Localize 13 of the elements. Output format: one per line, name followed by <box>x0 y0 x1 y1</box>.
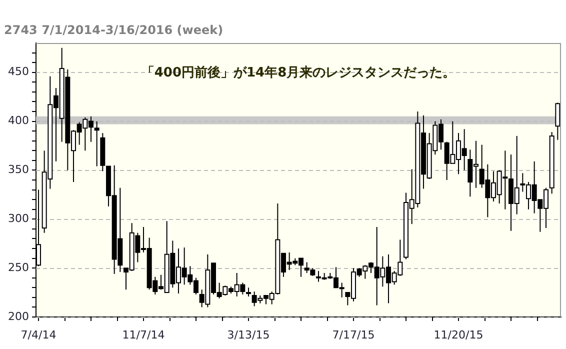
chart-title: 2743 7/1/2014-3/16/2016 (week) <box>4 23 224 38</box>
annotation: 「400円前後」が14年8月来のレジスタンスだった。 <box>141 64 456 80</box>
y-tick-label: 450 <box>8 65 29 78</box>
x-tick-label: 7/4/14 <box>20 328 56 342</box>
y-tick-label: 350 <box>8 163 29 176</box>
y-tick-label: 400 <box>8 114 29 128</box>
x-tick-label: 11/20/15 <box>434 328 484 342</box>
x-tick-label: 3/13/15 <box>227 328 270 342</box>
y-tick-label: 300 <box>8 212 29 225</box>
x-tick-label: 7/17/15 <box>332 328 375 342</box>
y-tick-label: 250 <box>8 260 29 274</box>
x-tick-label: 11/7/14 <box>122 328 165 342</box>
y-tick-label: 200 <box>8 310 29 323</box>
